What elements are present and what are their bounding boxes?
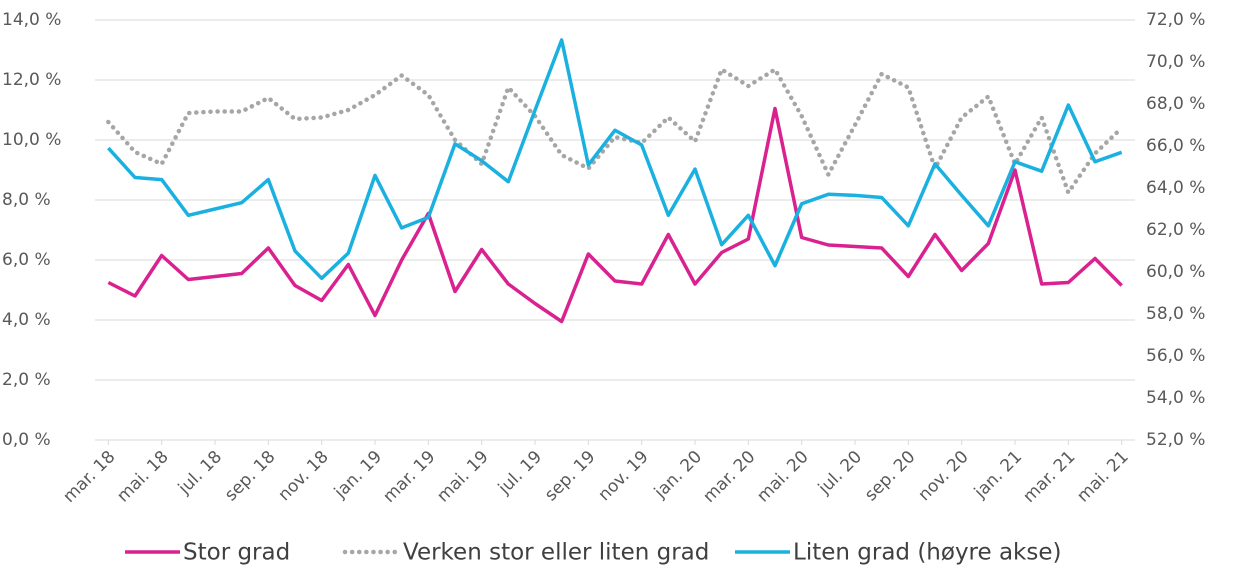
y-tick-label: 6,0 % xyxy=(2,250,51,270)
y2-tick-label: 70,0 % xyxy=(1146,52,1205,72)
x-tick-label: mar. 19 xyxy=(379,447,439,507)
x-tick-label: mar. 21 xyxy=(1019,447,1079,507)
x-tick-label: mai. 19 xyxy=(433,447,492,506)
y-tick-label: 12,0 % xyxy=(2,70,61,90)
x-tick-label: jan. 20 xyxy=(650,447,706,503)
y-tick-label: 8,0 % xyxy=(2,190,51,210)
y2-tick-label: 68,0 % xyxy=(1146,94,1205,114)
y-tick-label: 4,0 % xyxy=(2,310,51,330)
x-tick-label: sep. 20 xyxy=(861,447,919,505)
x-tick-label: sep. 19 xyxy=(541,447,599,505)
y2-tick-label: 56,0 % xyxy=(1146,346,1205,366)
series-line xyxy=(106,67,1124,195)
y2-tick-label: 62,0 % xyxy=(1146,220,1205,240)
y2-tick-label: 60,0 % xyxy=(1146,262,1205,282)
x-tick-label: nov. 20 xyxy=(915,447,973,505)
x-tick-label: mar. 20 xyxy=(699,447,759,507)
x-tick-label: jan. 21 xyxy=(970,447,1026,503)
x-tick-label: mai. 21 xyxy=(1073,447,1132,506)
x-tick-label: mai. 20 xyxy=(753,447,812,506)
y2-tick-label: 54,0 % xyxy=(1146,388,1205,408)
series-line xyxy=(107,38,1123,281)
x-tick-label: jul. 19 xyxy=(494,447,546,499)
legend-label: Verken stor eller liten grad xyxy=(403,540,709,566)
y-tick-label: 0,0 % xyxy=(2,430,51,450)
series-line xyxy=(107,106,1123,324)
x-tick-label: mar. 18 xyxy=(59,447,119,507)
legend-label: Stor grad xyxy=(183,540,290,566)
y-tick-label: 10,0 % xyxy=(2,130,61,150)
y-tick-label: 2,0 % xyxy=(2,370,51,390)
y2-tick-label: 66,0 % xyxy=(1146,136,1205,156)
y2-tick-label: 52,0 % xyxy=(1146,430,1205,450)
y2-tick-label: 72,0 % xyxy=(1146,10,1205,30)
y2-tick-label: 58,0 % xyxy=(1146,304,1205,324)
legend-label: Liten grad (høyre akse) xyxy=(793,540,1062,566)
x-tick-label: jul. 20 xyxy=(814,447,866,499)
x-tick-label: sep. 18 xyxy=(221,447,279,505)
x-tick-label: nov. 18 xyxy=(275,447,333,505)
y2-tick-label: 64,0 % xyxy=(1146,178,1205,198)
x-tick-label: nov. 19 xyxy=(595,447,653,505)
x-tick-label: jan. 19 xyxy=(330,447,386,503)
x-tick-label: mai. 18 xyxy=(113,447,172,506)
x-tick-label: jul. 18 xyxy=(174,447,226,499)
y-tick-label: 14,0 % xyxy=(2,10,61,30)
